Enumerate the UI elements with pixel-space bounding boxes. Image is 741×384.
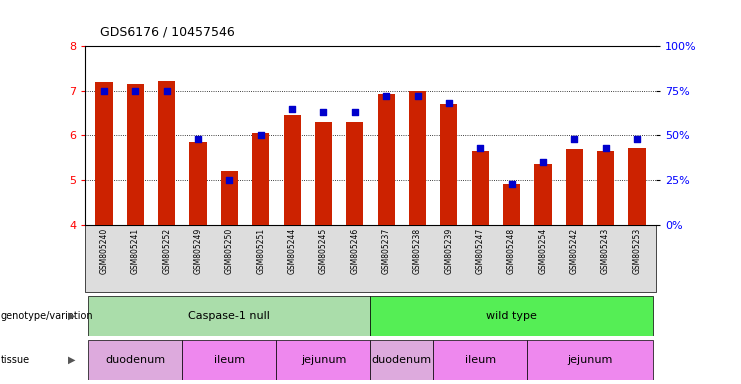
Bar <box>276 340 370 380</box>
Text: genotype/variation: genotype/variation <box>1 311 93 321</box>
Bar <box>503 184 520 225</box>
Point <box>224 177 236 183</box>
Point <box>631 136 643 142</box>
Text: jejunum: jejunum <box>568 355 613 365</box>
Point <box>192 136 204 142</box>
Bar <box>597 151 614 225</box>
Text: ileum: ileum <box>465 355 496 365</box>
Text: GDS6176 / 10457546: GDS6176 / 10457546 <box>100 25 235 38</box>
Point <box>443 100 455 106</box>
Bar <box>534 164 551 225</box>
Point <box>349 109 361 115</box>
Bar <box>221 171 238 225</box>
Text: duodenum: duodenum <box>105 355 165 365</box>
Bar <box>370 340 433 380</box>
Bar <box>190 142 207 225</box>
Text: tissue: tissue <box>1 355 30 365</box>
Point <box>474 145 486 151</box>
Point <box>255 132 267 139</box>
Bar <box>440 104 457 225</box>
Point <box>505 180 517 187</box>
Text: duodenum: duodenum <box>372 355 432 365</box>
Text: wild type: wild type <box>486 311 537 321</box>
Text: ileum: ileum <box>214 355 245 365</box>
Bar <box>471 151 489 225</box>
Bar <box>88 340 182 380</box>
Bar <box>182 340 276 380</box>
Bar <box>565 149 583 225</box>
Point <box>568 136 580 142</box>
Bar <box>252 133 270 225</box>
Bar <box>378 94 395 225</box>
Bar <box>315 122 332 225</box>
Bar <box>409 91 426 225</box>
Bar <box>96 82 113 225</box>
Point <box>98 88 110 94</box>
Point <box>130 88 142 94</box>
Text: ▶: ▶ <box>68 311 76 321</box>
Bar <box>346 122 363 225</box>
Point <box>161 88 173 94</box>
Bar <box>528 340 653 380</box>
Point <box>599 145 611 151</box>
Bar <box>628 148 645 225</box>
Bar <box>158 81 176 225</box>
Bar <box>88 296 370 336</box>
Text: ▶: ▶ <box>68 355 76 365</box>
Point <box>286 106 298 112</box>
Point <box>318 109 330 115</box>
Point <box>537 159 549 165</box>
Bar <box>127 84 144 225</box>
Point <box>411 93 423 99</box>
Text: Caspase-1 null: Caspase-1 null <box>188 311 270 321</box>
Bar <box>433 340 528 380</box>
Bar <box>370 296 653 336</box>
Point <box>380 93 392 99</box>
Bar <box>284 115 301 225</box>
Text: jejunum: jejunum <box>301 355 346 365</box>
